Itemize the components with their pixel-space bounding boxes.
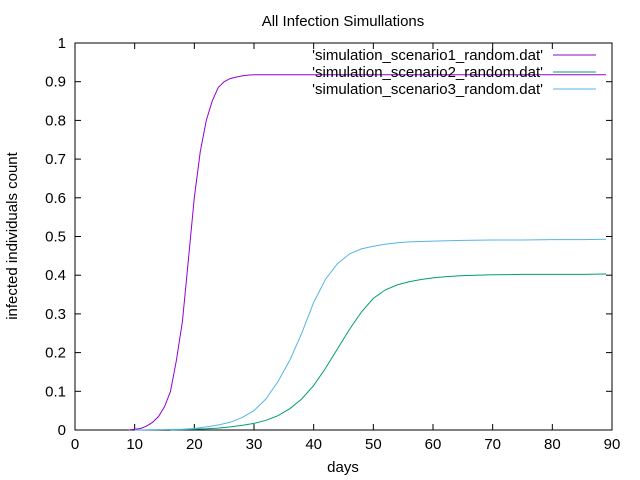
legend-label-1: 'simulation_scenario1_random.dat' bbox=[312, 47, 543, 64]
x-tick-label: 10 bbox=[126, 436, 143, 453]
x-tick-label: 50 bbox=[365, 436, 382, 453]
series-line-3 bbox=[134, 238, 607, 431]
x-tick-label: 20 bbox=[186, 436, 203, 453]
x-tick-label: 0 bbox=[71, 436, 79, 453]
y-tick-label: 0.2 bbox=[45, 345, 66, 362]
x-tick-label: 60 bbox=[425, 436, 442, 453]
x-tick-label: 30 bbox=[246, 436, 263, 453]
x-tick-label: 40 bbox=[305, 436, 322, 453]
y-tick-label: 0.8 bbox=[45, 112, 66, 129]
plot-frame bbox=[74, 42, 613, 431]
legend: 'simulation_scenario1_random.dat''simula… bbox=[312, 47, 596, 98]
series-line-2 bbox=[170, 273, 607, 431]
legend-label-3: 'simulation_scenario3_random.dat' bbox=[312, 81, 543, 98]
ticks-layer: 0 10 20 30 40 50 60 70 80 90 0 0.1 0.2 0.3 0.4 0.5 0.6 0.… bbox=[45, 35, 620, 453]
y-tick-label: 0.6 bbox=[45, 190, 66, 207]
x-tick-label: 90 bbox=[604, 436, 621, 453]
legend-label-2: 'simulation_scenario2_random.dat' bbox=[312, 64, 543, 81]
y-tick-label: 0.3 bbox=[45, 306, 66, 323]
x-tick-label: 80 bbox=[544, 436, 561, 453]
y-tick-label: 0.5 bbox=[45, 229, 66, 246]
y-tick-label: 0.4 bbox=[45, 267, 66, 284]
y-tick-label: 0.1 bbox=[45, 383, 66, 400]
x-tick-label: 70 bbox=[484, 436, 501, 453]
x-axis-label: days bbox=[327, 459, 359, 476]
series-layer bbox=[128, 74, 607, 431]
y-tick-label: 0.7 bbox=[45, 151, 66, 168]
y-axis-label: infected individuals count bbox=[4, 151, 21, 319]
chart-title: All Infection Simullations bbox=[262, 13, 425, 30]
y-tick-label: 1 bbox=[58, 35, 66, 52]
y-tick-label: 0.9 bbox=[45, 74, 66, 91]
y-tick-label: 0 bbox=[58, 422, 66, 439]
series-line-1 bbox=[128, 74, 606, 431]
